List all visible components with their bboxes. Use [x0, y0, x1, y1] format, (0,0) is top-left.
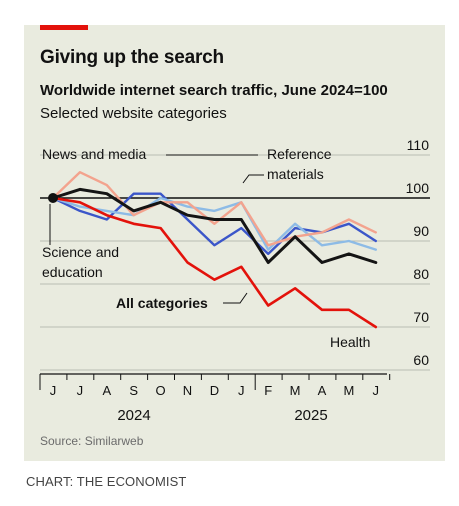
chart-source: Source: Similarweb: [40, 434, 144, 448]
x-year-label-2024: 2024: [117, 407, 150, 424]
x-tick-label: J: [50, 383, 57, 398]
label-science-line2: education: [42, 264, 103, 280]
x-tick-label: M: [290, 383, 301, 398]
base-point-marker: [48, 193, 58, 203]
label-all-categories: All categories: [116, 295, 208, 311]
leader-reference: [242, 174, 264, 184]
x-tick-label: J: [77, 383, 84, 398]
leader-all-categories: [223, 292, 248, 304]
x-year-label-2025: 2025: [294, 407, 327, 424]
chart-credit: CHART: THE ECONOMIST: [26, 474, 187, 489]
y-tick-label: 70: [413, 309, 429, 325]
x-tick-label: D: [210, 383, 219, 398]
x-tick-label: J: [238, 383, 245, 398]
x-tick-label: O: [156, 383, 166, 398]
series-line-health: [51, 196, 378, 329]
series-line-reference-materials: [51, 170, 377, 247]
series-line-all-categories: [51, 187, 378, 264]
label-science-line1: Science and: [42, 244, 119, 260]
x-tick-label: A: [318, 383, 327, 398]
x-tick-label: J: [373, 383, 380, 398]
label-health: Health: [330, 334, 370, 350]
label-reference-line1: Reference: [267, 146, 332, 162]
x-tick-label: F: [264, 383, 272, 398]
y-tick-label: 110: [407, 137, 430, 153]
chart-subtitle: Worldwide internet search traffic, June …: [40, 82, 388, 99]
label-reference-line2: materials: [267, 166, 324, 182]
x-tick-label: A: [102, 383, 111, 398]
x-tick-label: S: [129, 383, 138, 398]
y-tick-label: 60: [413, 352, 429, 368]
x-tick-label: N: [183, 383, 192, 398]
brand-red-bar: [40, 25, 88, 30]
x-tick-label: M: [343, 383, 354, 398]
y-tick-label: 90: [413, 223, 429, 239]
y-tick-label: 100: [406, 180, 430, 196]
chart-title: Giving up the search: [40, 47, 224, 68]
y-tick-label: 80: [413, 266, 429, 282]
label-news-and-media: News and media: [42, 146, 146, 162]
series-line-science-and-education: [51, 196, 377, 251]
chart-subtitle-secondary: Selected website categories: [40, 105, 227, 122]
chart-panel: [24, 25, 445, 461]
